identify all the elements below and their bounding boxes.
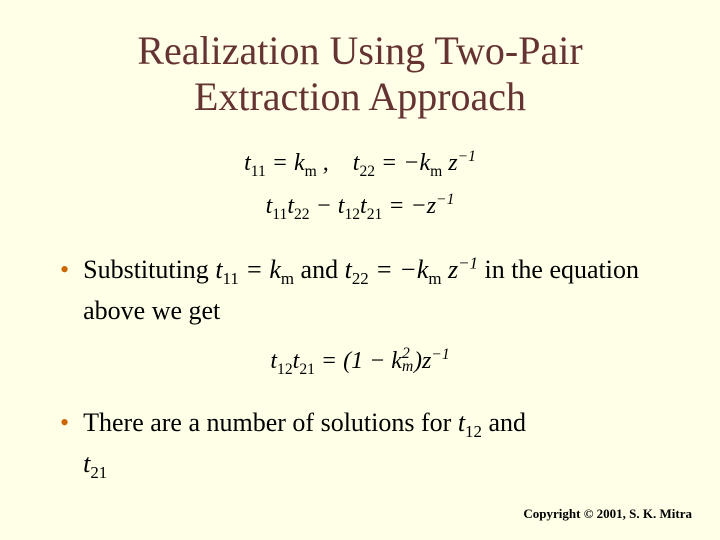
bullet-2-part-a: There are a number of solutions for — [83, 408, 458, 437]
bullet-list: • Substituting t11 = km and t22 = −km z−… — [0, 250, 720, 331]
equation-line-1: t11 = km , t22 = −km z−1 — [0, 148, 720, 181]
bullet-1-part-b: and — [301, 255, 345, 284]
copyright-text: Copyright © 2001, S. K. Mitra — [523, 506, 692, 522]
bullet-list-2: • There are a number of solutions for t1… — [0, 403, 720, 486]
bullet-2-text: There are a number of solutions for t12 … — [83, 403, 526, 486]
bullet-dot-icon: • — [60, 403, 69, 442]
bullet-2-part-b: and — [488, 408, 526, 437]
slide-title: Realization Using Two-Pair Extraction Ap… — [0, 0, 720, 120]
equation-block: t11 = km , t22 = −km z−1 t11t22 − t12t21… — [0, 148, 720, 224]
bullet-1-text: Substituting t11 = km and t22 = −km z−1 … — [83, 250, 670, 331]
equation-line-2: t11t22 − t12t21 = −z−1 — [0, 191, 720, 224]
result-equation: t12t21 = (1 − k2m )z−1 — [0, 346, 720, 379]
title-line-1: Realization Using Two-Pair — [137, 28, 582, 73]
bullet-item-1: • Substituting t11 = km and t22 = −km z−… — [60, 250, 670, 331]
bullet-dot-icon: • — [60, 250, 69, 289]
title-line-2: Extraction Approach — [194, 74, 526, 119]
bullet-item-2: • There are a number of solutions for t1… — [60, 403, 670, 486]
bullet-1-part-a: Substituting — [83, 255, 215, 284]
